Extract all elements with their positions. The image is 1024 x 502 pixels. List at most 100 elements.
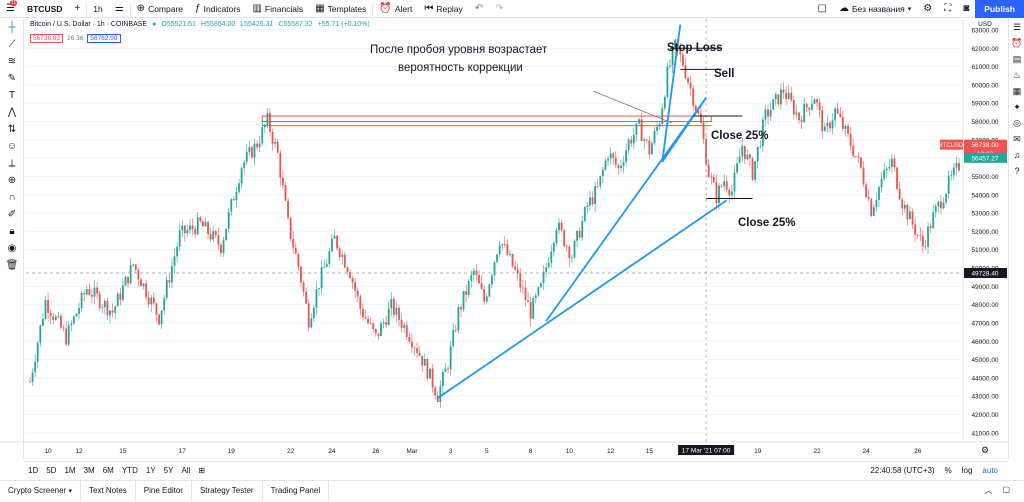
tab-trading-panel[interactable]: Trading Panel bbox=[263, 480, 330, 501]
fullscreen-button[interactable]: ⛶ bbox=[938, 0, 957, 18]
menu-button[interactable]: ☰ 11 bbox=[0, 0, 21, 18]
candle-body bbox=[563, 230, 566, 246]
candle-body bbox=[669, 65, 671, 67]
alarm-icon: ⏰ bbox=[1011, 37, 1023, 48]
range-1d[interactable]: 1D bbox=[28, 466, 39, 475]
log-toggle[interactable]: log bbox=[961, 466, 973, 475]
crosshair-tool[interactable]: ┼ bbox=[0, 19, 24, 36]
financials-button[interactable]: ▥ Financials bbox=[246, 0, 309, 18]
remove-tool[interactable]: 🗑︎ bbox=[0, 257, 24, 274]
range-ytd[interactable]: YTD bbox=[121, 466, 138, 475]
candle-body bbox=[816, 99, 818, 103]
bid-ask: 56736.63 26.36 56762.99 bbox=[30, 34, 121, 43]
replay-button[interactable]: ⏮ Replay bbox=[418, 0, 468, 18]
range-1y[interactable]: 1Y bbox=[145, 466, 156, 475]
hotlist-button[interactable]: ♨ bbox=[1009, 67, 1024, 83]
templates-button[interactable]: ▦ Templates bbox=[309, 0, 372, 18]
chart-type-button[interactable]: ⚌ bbox=[109, 0, 130, 18]
lock-tool[interactable]: 🔒︎ bbox=[0, 223, 24, 240]
notifications-button[interactable]: ♫ bbox=[1009, 147, 1024, 163]
candle-body bbox=[829, 122, 831, 129]
candle-body bbox=[354, 282, 357, 291]
pattern-tool[interactable]: ⋀ bbox=[0, 104, 24, 121]
percent-toggle[interactable]: % bbox=[944, 466, 952, 475]
collapse-panel-icon[interactable]: ︿ bbox=[984, 486, 993, 495]
undo-button[interactable]: ↶ bbox=[469, 0, 489, 18]
candle-body bbox=[421, 355, 424, 366]
candle-body bbox=[343, 254, 346, 268]
layout-name-button[interactable]: ☁ Без названия ▾ bbox=[833, 0, 917, 18]
templates-label: Templates bbox=[327, 3, 367, 14]
clock-time[interactable]: 22:40:58 (UTC+3) bbox=[870, 466, 935, 475]
candle-body bbox=[787, 92, 790, 99]
symbol-search[interactable]: BTCUSD bbox=[26, 3, 63, 14]
alert-button[interactable]: ⏰ Alert bbox=[373, 0, 418, 18]
alerts-button[interactable]: ⏰ bbox=[1009, 35, 1024, 51]
redo-button[interactable]: ↷ bbox=[489, 0, 509, 18]
help-button[interactable]: ? bbox=[1009, 163, 1024, 179]
candle-body bbox=[746, 154, 749, 160]
layout-select-button[interactable]: ▢ bbox=[812, 0, 833, 18]
add-symbol-button[interactable]: + bbox=[68, 0, 86, 18]
buy-price-button[interactable]: 56762.99 bbox=[87, 34, 121, 43]
zoom-tool[interactable]: ⊕ bbox=[0, 172, 24, 189]
tab-strategy-tester[interactable]: Strategy Tester bbox=[192, 480, 263, 501]
undo-icon: ↶ bbox=[474, 2, 484, 14]
fib-tool[interactable]: ≋ bbox=[0, 53, 24, 70]
stay-drawing-tool[interactable]: ✐ bbox=[0, 206, 24, 223]
price-tick-label: 61000.00 bbox=[971, 64, 998, 71]
interval-button[interactable]: 1h bbox=[93, 3, 103, 14]
candle-body bbox=[186, 230, 189, 234]
range-all[interactable]: All bbox=[181, 466, 191, 475]
candle-body bbox=[906, 204, 909, 220]
calendar-button[interactable]: ▦ bbox=[1009, 83, 1024, 99]
watchlist-button[interactable]: ☰ bbox=[1009, 19, 1024, 35]
compare-button[interactable]: ⊕ Compare bbox=[131, 0, 189, 18]
candle-body bbox=[651, 143, 653, 155]
candle-body bbox=[496, 254, 498, 263]
brush-tool[interactable]: ✎ bbox=[0, 70, 24, 87]
close-label-1: Close 25% bbox=[711, 130, 769, 142]
snapshot-button[interactable]: ◙ bbox=[957, 0, 975, 18]
auto-toggle[interactable]: auto bbox=[982, 466, 998, 475]
indicators-button[interactable]: ƒ Indicators bbox=[189, 0, 246, 18]
chevron-down-icon: ▾ bbox=[68, 487, 72, 495]
text-tool[interactable]: T bbox=[0, 87, 24, 104]
candle-body bbox=[121, 285, 124, 300]
trend-line-tool[interactable]: ⟋ bbox=[0, 36, 24, 53]
symbol-title[interactable]: Bitcoin / U.S. Dollar · 1h · COINBASE bbox=[30, 21, 148, 28]
sell-price-button[interactable]: 56736.63 bbox=[30, 34, 64, 43]
prediction-tool[interactable]: ⇅ bbox=[0, 121, 24, 138]
candle-body bbox=[880, 178, 883, 188]
range-3m[interactable]: 3M bbox=[83, 466, 95, 475]
divider bbox=[129, 2, 131, 15]
settings-button[interactable]: ⚙ bbox=[917, 0, 938, 18]
candle-body bbox=[163, 297, 166, 311]
icons-tool[interactable]: ☺ bbox=[0, 138, 24, 155]
candle-body bbox=[447, 368, 449, 370]
publish-button[interactable]: Publish bbox=[975, 0, 1024, 18]
tab-crypto-screener[interactable]: Crypto Screener ▾ bbox=[0, 480, 81, 501]
candle-body bbox=[591, 197, 594, 205]
range-1m[interactable]: 1M bbox=[64, 466, 76, 475]
streams-button[interactable]: ◎ bbox=[1009, 115, 1024, 131]
candle-body bbox=[689, 82, 692, 89]
tab-text-notes[interactable]: Text Notes bbox=[81, 480, 136, 501]
range-5d[interactable]: 5D bbox=[46, 466, 57, 475]
candle-body bbox=[387, 308, 390, 325]
hide-tool[interactable]: ◉ bbox=[0, 240, 24, 257]
range-5y[interactable]: 5Y bbox=[163, 466, 174, 475]
magnet-tool[interactable]: ∩ bbox=[0, 189, 24, 206]
price-chart[interactable]: После пробоя уровня возрастает вероятност… bbox=[0, 19, 1008, 461]
data-window-button[interactable]: ▤ bbox=[1009, 51, 1024, 67]
goto-date-button[interactable]: ⊞ bbox=[194, 466, 209, 475]
price-tick-label: 41000.00 bbox=[971, 430, 998, 437]
chart-grid bbox=[26, 29, 963, 434]
range-6m[interactable]: 6M bbox=[102, 466, 114, 475]
chat-button[interactable]: ✉ bbox=[1009, 131, 1024, 147]
tab-pine-editor[interactable]: Pine Editor bbox=[136, 480, 192, 501]
ruler-tool[interactable]: ⟂ bbox=[0, 155, 24, 172]
ideas-button[interactable]: ✦ bbox=[1009, 99, 1024, 115]
maximize-panel-icon[interactable]: ▢ bbox=[1002, 485, 1010, 494]
candle-body bbox=[134, 264, 137, 270]
